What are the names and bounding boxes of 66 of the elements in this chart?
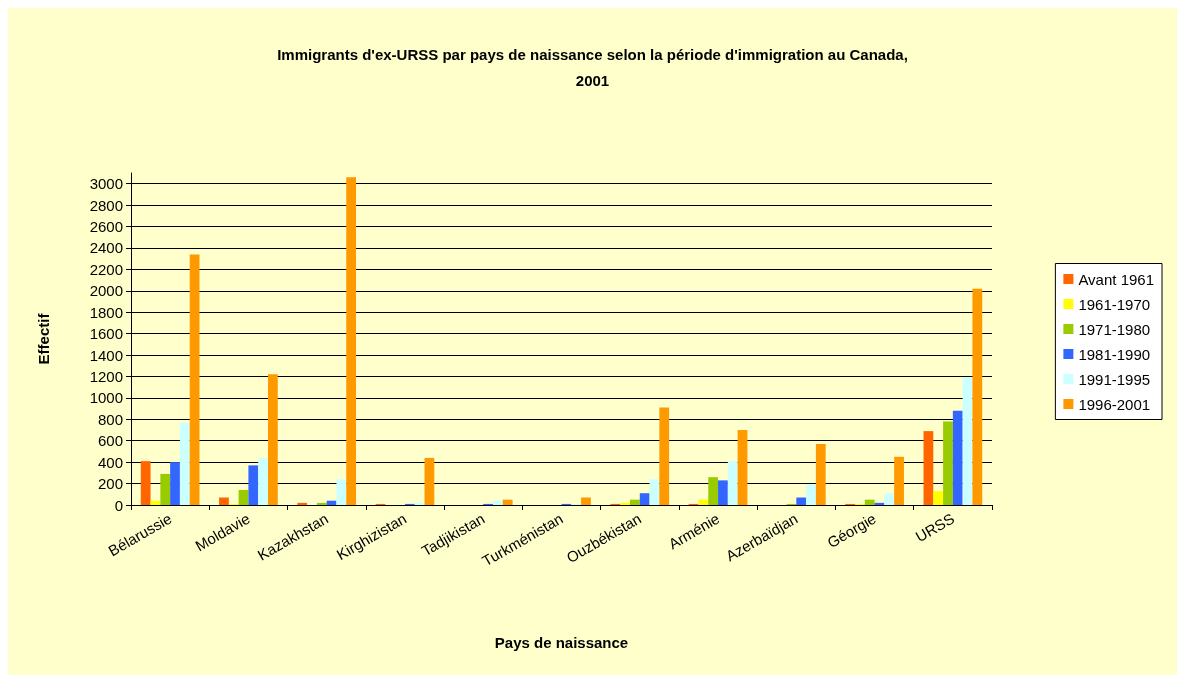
bar <box>962 377 973 505</box>
bar <box>639 493 650 505</box>
y-tick-label: 800 <box>97 410 123 428</box>
bar <box>943 421 953 505</box>
bar <box>718 480 728 505</box>
y-axis-title: Effectif <box>35 312 52 365</box>
bar <box>796 497 807 505</box>
bar <box>316 502 327 505</box>
y-tick-label: 2200 <box>89 260 123 278</box>
y-tick-label: 2800 <box>89 196 123 214</box>
bar <box>923 431 934 505</box>
bar <box>258 457 268 505</box>
legend-label: 1961-1970 <box>1078 295 1151 313</box>
bar <box>297 502 308 505</box>
bar <box>414 502 425 505</box>
bar <box>864 499 875 505</box>
bar <box>698 499 709 505</box>
bar <box>160 473 171 505</box>
y-tick-label: 200 <box>97 475 123 493</box>
bar <box>170 462 180 505</box>
bar <box>424 457 435 505</box>
bar <box>238 490 249 505</box>
bar <box>737 430 748 505</box>
y-tick-label: 1400 <box>89 346 123 364</box>
bar <box>493 500 503 505</box>
bar <box>346 177 357 505</box>
bar <box>727 461 738 505</box>
chart-title: Immigrants d'ex-URSS par pays de naissance selon la période d'immigration au Canada, 2001 <box>277 45 908 89</box>
y-tick-label: 2000 <box>89 282 123 300</box>
bar <box>952 410 963 505</box>
bar <box>894 456 904 505</box>
bar <box>815 443 826 505</box>
bar <box>972 288 983 505</box>
legend-label: 1991-1995 <box>1078 370 1151 388</box>
legend-label: Avant 1961 <box>1078 270 1154 288</box>
bar <box>659 407 670 505</box>
y-tick-label: 3000 <box>89 175 123 193</box>
bar <box>502 499 513 505</box>
bar <box>219 497 229 505</box>
y-tick-label: 1000 <box>89 389 123 407</box>
bar <box>267 374 278 505</box>
legend-label: 1996-2001 <box>1078 395 1151 413</box>
bar <box>649 479 660 505</box>
bar <box>620 502 630 505</box>
y-tick-label: 400 <box>97 453 123 471</box>
bar <box>933 491 944 505</box>
bar <box>179 422 190 505</box>
bar <box>189 254 200 505</box>
legend-label: 1981-1990 <box>1078 345 1151 363</box>
y-tick-label: 2600 <box>89 218 123 236</box>
y-tick-label: 2400 <box>89 239 123 257</box>
x-axis-title: Pays de naissance <box>494 634 629 651</box>
y-tick-label: 600 <box>97 432 123 450</box>
bar <box>336 479 347 505</box>
bar <box>806 484 816 505</box>
bar <box>884 493 895 505</box>
bar <box>708 477 719 505</box>
bar <box>629 499 640 505</box>
bar <box>140 461 151 505</box>
y-tick-label: 1800 <box>89 303 123 321</box>
y-tick-label: 1600 <box>89 325 123 343</box>
y-tick-label: 1200 <box>89 367 123 385</box>
bar <box>248 465 259 505</box>
legend-label: 1971-1980 <box>1078 320 1151 338</box>
bar <box>581 497 591 505</box>
y-tick-label: 0 <box>114 496 123 514</box>
